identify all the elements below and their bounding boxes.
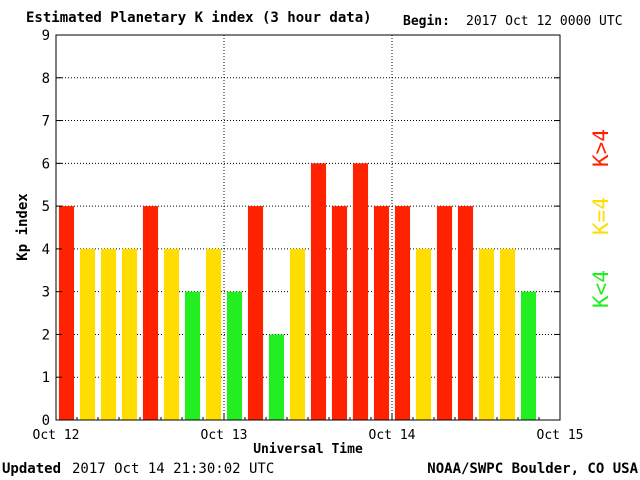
kp-bar [205,248,222,420]
kp-bar [394,206,411,420]
kp-bar [79,248,96,420]
y-tick-label: 7 [42,114,50,130]
x-tick-label: Oct 12 [33,428,80,443]
y-tick-label: 6 [42,156,50,172]
y-tick-label: 8 [42,71,50,87]
kp-bar [100,248,117,420]
kp-bar [415,248,432,420]
y-tick-label: 1 [42,370,50,386]
updated-label: Updated [2,461,62,477]
updated-value: 2017 Oct 14 21:30:02 UTC [72,461,275,477]
legend-k-eq-4: K=4 [589,197,613,235]
y-tick-label: 2 [42,327,50,343]
legend-k-gt-4: K>4 [589,129,613,167]
legend-k-lt-4: K<4 [589,270,613,308]
kp-bar [310,163,327,421]
y-tick-label: 3 [42,285,50,301]
x-tick-label: Oct 13 [201,428,248,443]
gridlines [56,35,560,420]
kp-bar [499,248,516,420]
x-tick-label: Oct 14 [369,428,416,443]
kp-bar [352,163,369,421]
kp-bar [520,291,537,420]
kp-bar [478,248,495,420]
chart-title: Estimated Planetary K index (3 hour data… [26,10,372,26]
bars [58,163,537,421]
x-tick-label: Oct 15 [537,428,584,443]
y-tick-label: 0 [42,413,50,429]
kp-bar [58,206,75,420]
legend: K>4 K=4 K<4 [589,129,613,308]
kp-bar [373,206,390,420]
y-tick-label: 5 [42,199,50,215]
credit-text: NOAA/SWPC Boulder, CO USA [427,461,638,477]
kp-bar [331,206,348,420]
y-ticks: 0 1 2 3 4 5 6 7 8 9 [42,28,560,429]
kp-bar [268,334,285,420]
kp-bar [457,206,474,420]
y-axis-label: Kp index [15,193,31,261]
kp-bar [121,248,138,420]
begin-label: Begin: [403,14,450,29]
kp-bar [163,248,180,420]
kp-bar [226,291,243,420]
y-tick-label: 9 [42,28,50,44]
kp-bar [142,206,159,420]
kp-bar [436,206,453,420]
kp-bar [184,291,201,420]
begin-value: 2017 Oct 12 0000 UTC [466,14,623,29]
y-tick-label: 4 [42,242,50,258]
kp-bar [289,248,306,420]
x-ticks: Oct 12 Oct 13 Oct 14 Oct 15 [33,414,584,443]
x-axis-label: Universal Time [253,442,363,457]
kp-bar [247,206,264,420]
